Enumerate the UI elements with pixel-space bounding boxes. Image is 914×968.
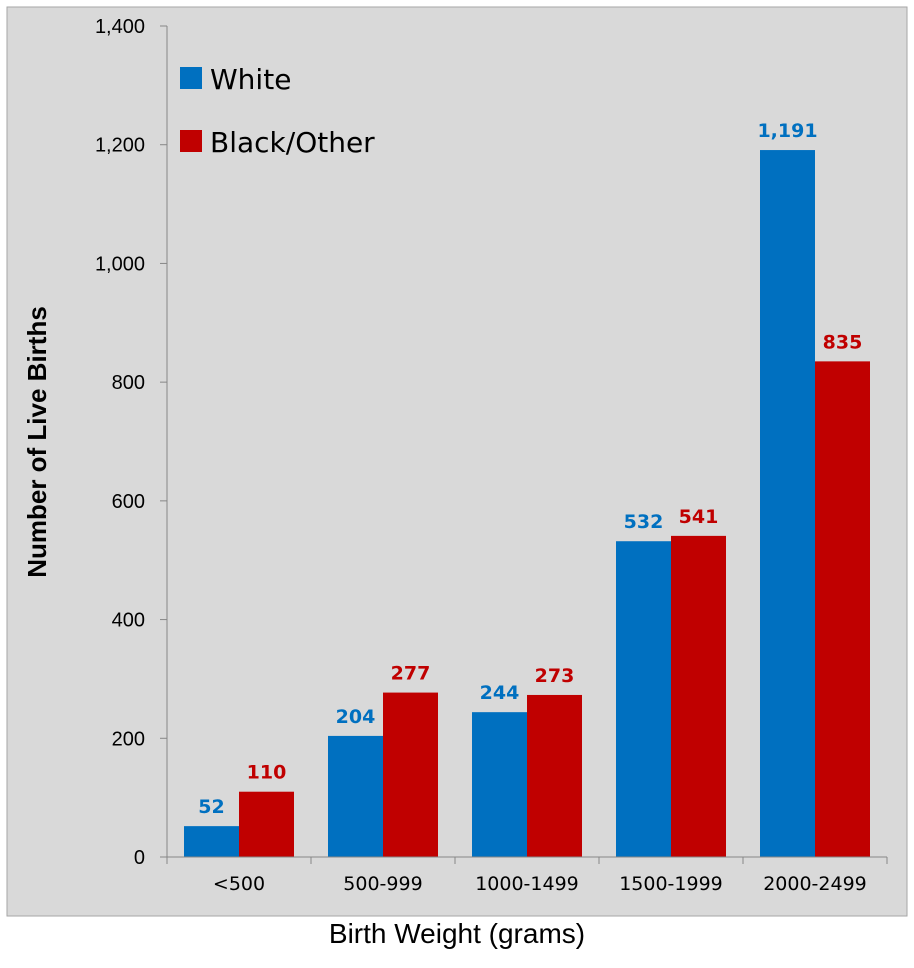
bar-white-4 (760, 150, 815, 858)
bar-black-other-1 (383, 692, 438, 857)
x-tick-label: 2000-2499 (763, 873, 867, 895)
data-label: 204 (336, 706, 376, 728)
chart-frame (6, 6, 908, 917)
y-tick-label: 200 (112, 728, 145, 750)
legend-swatch-black-other (180, 130, 202, 152)
data-label: 273 (535, 665, 575, 687)
x-axis-title: Birth Weight (grams) (328, 918, 586, 949)
legend-label-white: White (210, 63, 291, 96)
x-tick-label: 1000-1499 (475, 873, 579, 895)
y-tick-label: 1,400 (95, 16, 145, 38)
data-label: 541 (679, 506, 719, 528)
bar-black-other-0 (239, 791, 294, 857)
bar-black-other-3 (671, 535, 726, 857)
x-tick-label: 1500-1999 (619, 873, 723, 895)
data-label: 1,191 (757, 120, 817, 142)
y-tick-label: 1,200 (95, 135, 145, 157)
legend-label-black-other: Black/Other (210, 126, 375, 159)
data-label: 277 (391, 663, 431, 685)
data-label: 52 (198, 796, 224, 818)
data-label: 532 (624, 511, 664, 533)
x-tick-label: <500 (213, 873, 265, 895)
y-tick-label: 400 (112, 610, 145, 632)
bar-black-other-2 (527, 694, 582, 857)
bar-black-other-4 (815, 361, 870, 857)
bar-white-3 (616, 541, 671, 857)
y-tick-label: 800 (112, 372, 145, 394)
y-tick-label: 0 (134, 847, 145, 869)
bar-white-0 (184, 826, 239, 857)
y-tick-label: 1,000 (95, 253, 145, 275)
data-label: 110 (247, 762, 287, 784)
legend-swatch-white (180, 67, 202, 89)
bar-white-1 (328, 735, 383, 857)
data-label: 244 (480, 682, 520, 704)
bar-white-2 (472, 712, 527, 857)
y-axis-title: Number of Live Births (22, 306, 52, 578)
y-tick-label: 600 (112, 491, 145, 513)
data-label: 835 (823, 331, 863, 353)
x-tick-label: 500-999 (343, 873, 422, 895)
